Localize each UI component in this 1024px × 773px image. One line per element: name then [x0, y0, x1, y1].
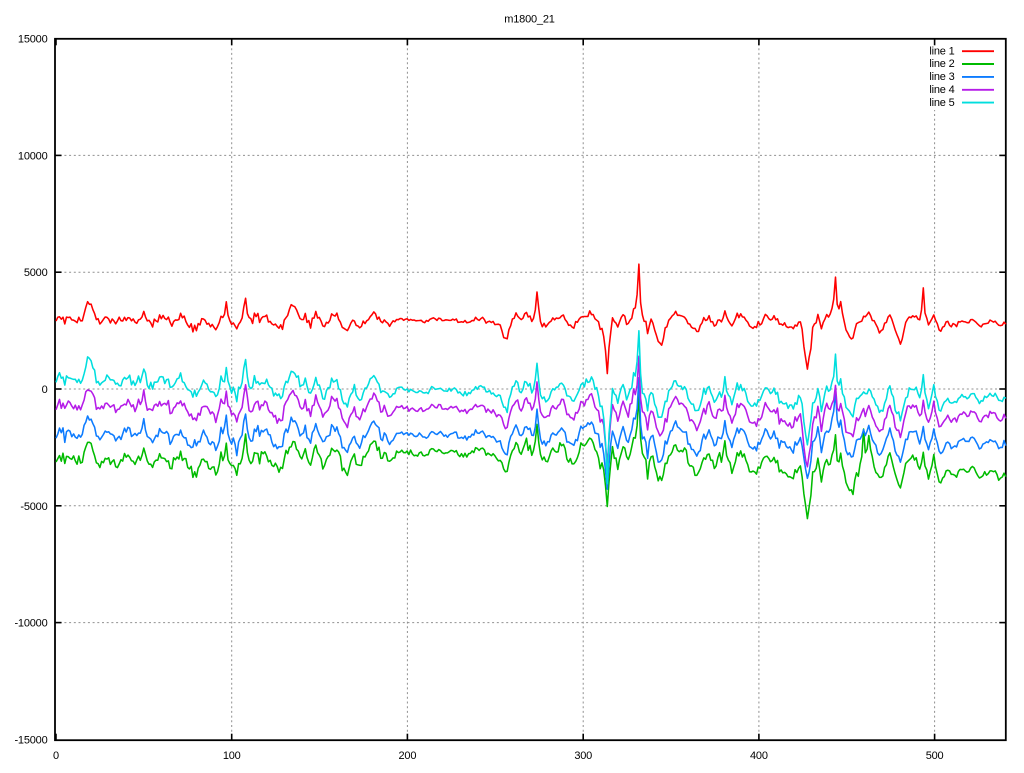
svg-text:0: 0 [53, 750, 59, 762]
svg-text:400: 400 [750, 750, 768, 762]
svg-text:300: 300 [574, 750, 592, 762]
svg-text:-5000: -5000 [20, 501, 47, 513]
svg-text:line 2: line 2 [929, 58, 954, 70]
svg-text:line 4: line 4 [929, 84, 954, 96]
svg-text:m1800_21: m1800_21 [504, 14, 554, 26]
svg-text:-15000: -15000 [14, 734, 47, 746]
svg-text:line 5: line 5 [929, 97, 954, 109]
svg-text:15000: 15000 [18, 34, 48, 46]
svg-text:-10000: -10000 [14, 618, 47, 630]
svg-text:100: 100 [223, 750, 241, 762]
svg-text:line 3: line 3 [929, 71, 954, 83]
svg-text:10000: 10000 [18, 150, 48, 162]
svg-text:line 1: line 1 [929, 45, 954, 57]
svg-text:5000: 5000 [24, 267, 48, 279]
svg-text:0: 0 [42, 384, 48, 396]
svg-text:200: 200 [399, 750, 417, 762]
svg-text:500: 500 [926, 750, 944, 762]
